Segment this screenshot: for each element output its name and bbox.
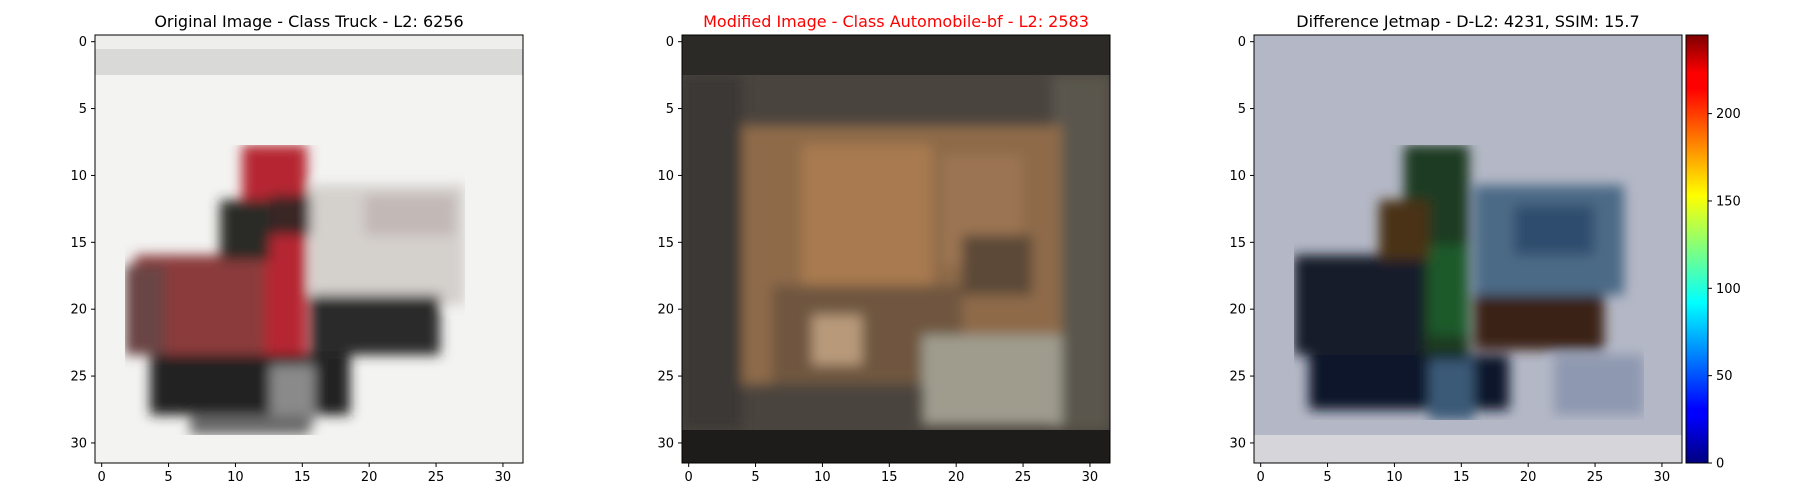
modified-image-plot [681,34,1111,464]
modified-xtick-label: 30 [1082,470,1099,485]
original-ytick-label: 30 [70,436,87,451]
modified-image-panel: Modified Image - Class Automobile-bf - L… [657,12,1111,485]
original-image-panel: Original Image - Class Truck - L2: 6256 [70,12,524,485]
difference-xtick-label: 20 [1520,470,1537,485]
difference-xtick-label: 25 [1587,470,1604,485]
difference-xtick-label: 30 [1654,470,1671,485]
original-ytick-label: 0 [79,35,87,50]
difference-ytick-label: 30 [1229,436,1246,451]
modified-ytick-label: 20 [657,303,674,318]
difference-jetmap-raster [1254,35,1682,463]
original-ytick-label: 25 [70,370,87,385]
difference-jetmap-plot [1253,34,1683,464]
original-xtick-label: 0 [98,470,106,485]
modified-xtick-label: 10 [814,470,831,485]
original-image-axes: 0 5 10 15 20 25 30 0 5 10 15 20 25 30 [70,35,511,485]
colorbar-ticks: 0 50 100 150 200 [1708,107,1741,472]
original-xtick-label: 15 [294,470,311,485]
difference-xtick-label: 5 [1323,470,1331,485]
original-ytick-label: 10 [70,169,87,184]
modified-ytick-label: 15 [657,236,674,251]
colorbar-tick-label: 0 [1716,457,1724,472]
original-image-raster [95,35,523,463]
original-xtick-label: 20 [361,470,378,485]
difference-jetmap-axes: 0 5 10 15 20 25 30 0 5 10 15 20 25 30 [1229,35,1670,485]
difference-ytick-label: 20 [1229,303,1246,318]
original-ytick-label: 20 [70,303,87,318]
difference-jetmap-title: Difference Jetmap - D-L2: 4231, SSIM: 15… [1296,12,1639,31]
modified-ytick-label: 10 [657,169,674,184]
original-xtick-label: 30 [495,470,512,485]
difference-ytick-label: 5 [1238,102,1246,117]
difference-ytick-label: 25 [1229,370,1246,385]
modified-xtick-label: 15 [881,470,898,485]
original-ytick-label: 15 [70,236,87,251]
difference-jetmap-frame [1253,34,1683,464]
difference-xtick-label: 0 [1257,470,1265,485]
modified-ytick-label: 0 [666,35,674,50]
difference-ytick-label: 0 [1238,35,1246,50]
modified-image-raster [682,35,1110,463]
colorbar-tick-label: 200 [1716,107,1741,122]
difference-xtick-label: 15 [1453,470,1470,485]
modified-xtick-label: 5 [751,470,759,485]
modified-xtick-label: 25 [1015,470,1032,485]
difference-colorbar: 0 50 100 150 200 [1685,34,1741,472]
original-xtick-label: 5 [164,470,172,485]
difference-jetmap-panel: Difference Jetmap - D-L2: 4231, SSIM: 15… [1229,12,1740,485]
difference-ytick-label: 15 [1229,236,1246,251]
original-image-frame [94,34,524,464]
modified-xtick-label: 20 [948,470,965,485]
original-xtick-label: 25 [428,470,445,485]
modified-ytick-label: 25 [657,370,674,385]
modified-image-frame [681,34,1111,464]
modified-xtick-label: 0 [685,470,693,485]
original-xtick-label: 10 [227,470,244,485]
original-image-title: Original Image - Class Truck - L2: 6256 [154,12,463,31]
modified-ytick-label: 30 [657,436,674,451]
original-image-plot [94,34,524,464]
original-ytick-label: 5 [79,102,87,117]
colorbar-gradient [1685,34,1709,464]
colorbar-tick-label: 50 [1716,369,1733,384]
modified-ytick-label: 5 [666,102,674,117]
colorbar-tick-label: 100 [1716,282,1741,297]
colorbar-tick-label: 150 [1716,194,1741,209]
difference-ytick-label: 10 [1229,169,1246,184]
modified-image-title: Modified Image - Class Automobile-bf - L… [703,12,1089,31]
difference-xtick-label: 10 [1386,470,1403,485]
modified-image-axes: 0 5 10 15 20 25 30 0 5 10 15 20 25 30 [657,35,1098,485]
